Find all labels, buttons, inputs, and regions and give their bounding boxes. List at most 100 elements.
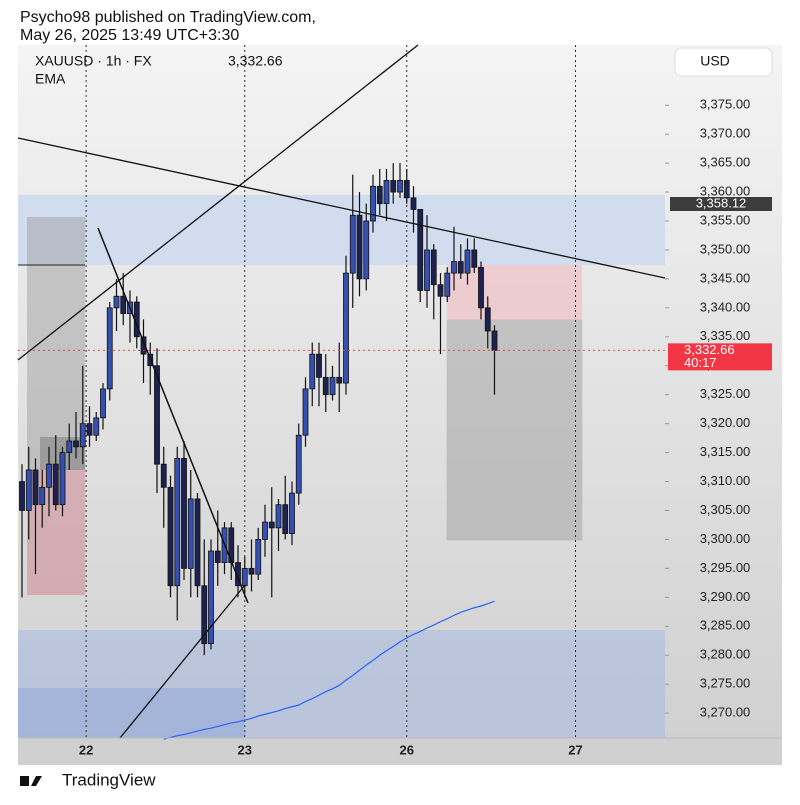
logo (20, 776, 42, 786)
candle-body (120, 295, 127, 315)
trend-line (119, 584, 246, 739)
candle-body (376, 185, 383, 205)
candle-body (93, 417, 100, 436)
y-tick-label: 3,285.00 (700, 618, 751, 633)
candle-body (289, 492, 295, 535)
y-tick-label: 3,295.00 (700, 560, 751, 575)
candle-body (390, 180, 397, 193)
zone (18, 688, 245, 738)
y-tick-label: 3,340.00 (700, 299, 751, 314)
candle-body (478, 266, 484, 309)
y-tick-label: 3,375.00 (700, 97, 751, 112)
candle-body (235, 562, 241, 587)
candle-body (343, 272, 349, 384)
y-tick-label: 3,310.00 (700, 473, 751, 488)
candle-body (140, 336, 147, 355)
y-tick-label: 3,320.00 (700, 415, 751, 430)
y-tick-label: 3,290.00 (700, 589, 751, 604)
candle-body (322, 376, 329, 396)
candle-body (262, 521, 268, 540)
y-tick-label: 3,350.00 (700, 241, 751, 256)
y-tick-label: 3,370.00 (700, 126, 751, 141)
candle-body (403, 180, 410, 199)
candle-body (19, 481, 25, 511)
candle-body (66, 440, 73, 453)
candle-body (59, 452, 66, 506)
candle-body (383, 180, 390, 205)
price: 3,332.66 (228, 53, 283, 69)
candle-body (32, 469, 39, 506)
candle-body (484, 307, 491, 332)
candle-body (397, 180, 403, 193)
drawings (18, 195, 665, 738)
candle-body (181, 457, 187, 569)
y-tick-label: 3,275.00 (700, 676, 751, 691)
candle-body (370, 185, 376, 222)
level-tag (670, 197, 772, 211)
candle-body (275, 504, 282, 529)
candle-body (282, 504, 289, 535)
candle-body (167, 486, 174, 587)
candle-body (214, 550, 221, 563)
candle-body (73, 440, 79, 448)
candle-body (329, 376, 336, 396)
candle-body (464, 249, 471, 274)
y-tick-label: 3,305.00 (700, 502, 751, 517)
candle-body (302, 388, 309, 436)
trend-line (97, 227, 249, 604)
candle-body (349, 214, 356, 274)
plot (19, 45, 576, 740)
drawings (17, 44, 666, 739)
candle-body (437, 284, 444, 297)
candle-body (444, 272, 451, 297)
y-tick-label: 3,360.00 (700, 183, 751, 198)
header-line: May 26, 2025 13:49 UTC+3:30 (20, 27, 239, 44)
candle-body (356, 214, 363, 280)
candle-body (363, 220, 370, 280)
candle-body (106, 307, 113, 390)
ema-line (163, 600, 495, 740)
x-tick-label: 22 (79, 742, 93, 757)
candle-body (491, 330, 498, 351)
candle-body (316, 353, 322, 378)
candle-body (451, 261, 457, 274)
candle-body (39, 486, 46, 506)
brand: TradingView (62, 770, 156, 789)
candle-body (208, 550, 214, 645)
last-price-tag (668, 343, 772, 371)
y-tick-label: 3,365.00 (700, 155, 751, 170)
candle-body (187, 498, 194, 569)
y-tick-label: 3,280.00 (700, 647, 751, 662)
candle-body (309, 353, 316, 390)
candle-body (79, 423, 86, 448)
y-tick-label: 3,270.00 (700, 705, 751, 720)
countdown: 40:17 (684, 355, 717, 370)
zone (446, 319, 583, 541)
x-tick-label: 23 (238, 742, 252, 757)
candle-body (174, 457, 181, 587)
currency-button[interactable] (674, 47, 773, 77)
candle-body (113, 295, 120, 309)
currency[interactable]: USD (700, 53, 730, 69)
y-tick-label: 3,345.00 (700, 270, 751, 285)
zone (18, 195, 665, 265)
y-tick-label: 3,325.00 (700, 386, 751, 401)
candle-body (471, 249, 478, 268)
indicator: EMA (35, 71, 66, 87)
candle-body (241, 567, 248, 587)
candle-body (160, 463, 167, 488)
candle-body (410, 197, 417, 210)
last-price-label: 3,332.66 (684, 342, 735, 357)
candle-body (268, 521, 275, 529)
y-tick-label: 3,300.00 (700, 531, 751, 546)
candle-body (154, 365, 160, 465)
symbol: XAUUSD · 1h · FX (35, 53, 152, 69)
candle-body (100, 388, 106, 419)
level-label: 3,358.12 (696, 195, 747, 210)
trend-line (17, 137, 666, 279)
candle-body (201, 585, 208, 645)
candle-body (255, 539, 262, 575)
candle-body (424, 249, 430, 291)
y-tick-label: 3,355.00 (700, 212, 751, 227)
